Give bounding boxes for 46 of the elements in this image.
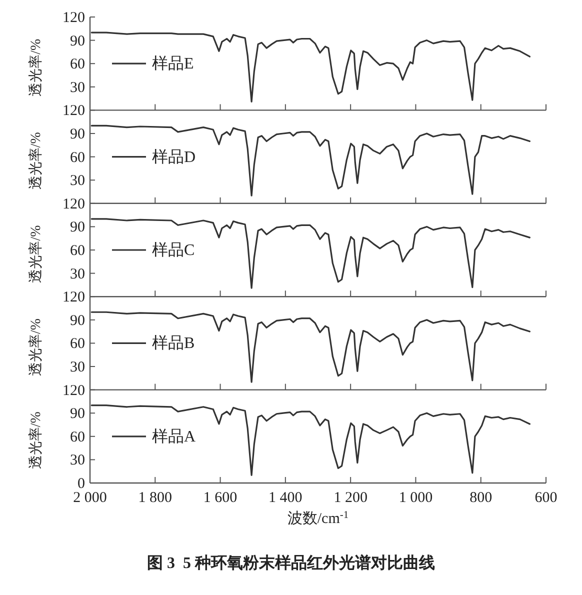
y-tick-label: 90 bbox=[70, 33, 85, 50]
y-tick-label: 120 bbox=[62, 382, 85, 399]
x-axis-title: 波数/cm$^{-1}$ bbox=[287, 510, 349, 527]
line-series bbox=[90, 404, 531, 476]
y-tick-label: 90 bbox=[70, 312, 85, 329]
y-axis-title: 透光率/% bbox=[28, 132, 44, 190]
x-tick-label: 1 200 bbox=[334, 490, 368, 506]
line-series bbox=[90, 311, 531, 383]
line-series bbox=[90, 218, 531, 289]
y-tick-label: 90 bbox=[70, 406, 85, 422]
x-tick-label: 800 bbox=[470, 490, 492, 506]
x-tick-label: 1 400 bbox=[268, 490, 302, 506]
line-series bbox=[90, 124, 531, 196]
y-axis-title: 透光率/% bbox=[28, 318, 44, 376]
legend-label: 样品D bbox=[152, 148, 196, 166]
y-tick-label: 30 bbox=[70, 80, 85, 96]
y-tick-label: 60 bbox=[70, 336, 85, 352]
y-tick-label: 30 bbox=[70, 173, 85, 190]
y-axis-title: 透光率/% bbox=[28, 38, 44, 96]
y-tick-label: 120 bbox=[62, 103, 85, 120]
y-tick-label: 120 bbox=[62, 10, 85, 26]
x-tick-label: 2 000 bbox=[73, 490, 107, 506]
y-tick-label: 30 bbox=[70, 266, 85, 282]
y-tick-label: 60 bbox=[70, 56, 85, 73]
y-tick-label: 0 bbox=[78, 476, 85, 492]
y-tick-label: 30 bbox=[70, 452, 85, 469]
x-tick-label: 1 000 bbox=[398, 490, 433, 506]
y-tick-label: 90 bbox=[70, 220, 85, 236]
x-tick-label: 1 800 bbox=[138, 490, 172, 506]
legend-label: 样品C bbox=[152, 241, 195, 259]
y-tick-label: 90 bbox=[70, 126, 85, 142]
legend-label: 样品E bbox=[152, 54, 194, 73]
y-tick-label: 30 bbox=[70, 360, 85, 376]
x-tick-label: 1 600 bbox=[203, 490, 238, 506]
y-axis-title: 透光率/% bbox=[28, 224, 44, 283]
y-axis-title: 透光率/% bbox=[28, 411, 44, 470]
legend-label: 样品A bbox=[152, 427, 196, 446]
line-series bbox=[90, 32, 531, 102]
y-tick-label: 60 bbox=[70, 243, 85, 259]
y-tick-label: 120 bbox=[62, 290, 85, 306]
caption: 图 3 5 种环氧粉末样品红外光谱对比曲线 bbox=[147, 554, 435, 572]
x-tick-label: 600 bbox=[534, 490, 558, 506]
y-tick-label: 60 bbox=[70, 150, 85, 166]
legend-label: 样品B bbox=[152, 334, 195, 352]
y-tick-label: 120 bbox=[62, 196, 85, 212]
y-tick-label: 60 bbox=[70, 429, 85, 446]
